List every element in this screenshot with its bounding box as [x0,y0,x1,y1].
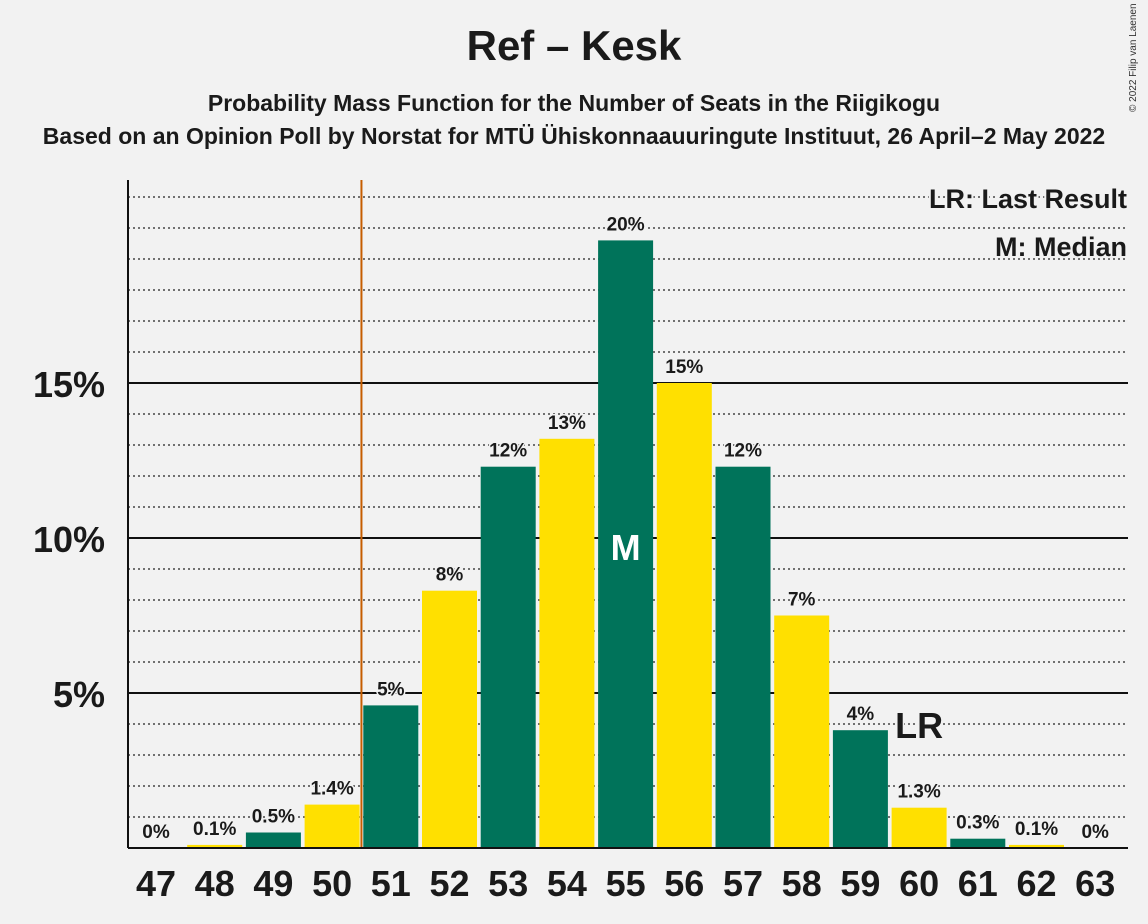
data-label: 8% [436,565,464,586]
data-label: 1.4% [310,779,353,800]
axis-layer: 5% 10% 15% 47 48 49 50 51 52 53 54 55 56 57 58 59 60 61 62… [33,180,1128,904]
x-tick-label: 58 [782,863,822,904]
bar-layer [187,240,1064,848]
x-tick-label: 52 [429,863,469,904]
data-label: 0.1% [1015,819,1058,840]
data-label: 1.3% [897,782,940,803]
bar-55 [598,240,654,848]
x-tick-label: 63 [1075,863,1115,904]
chart-title: Ref – Kesk [466,22,682,69]
data-label: 5% [377,679,405,700]
data-label: 12% [489,441,527,462]
data-label: 4% [847,704,875,725]
y-tick-label: 10% [33,519,105,560]
chart-source: Based on an Opinion Poll by Norstat for … [42,123,1106,149]
x-tick-label: 56 [664,863,704,904]
bar-59 [832,730,888,848]
x-tick-label: 47 [136,863,176,904]
data-label: 12% [724,441,762,462]
data-label: 13% [548,413,586,434]
x-tick-label: 62 [1016,863,1056,904]
bar-56 [656,383,712,848]
data-label: 0.5% [252,807,295,828]
data-label: 0% [1081,822,1109,843]
legend-entry: LR: Last Result [929,184,1127,214]
y-tick-label: 5% [53,674,105,715]
bar-58 [774,615,830,848]
bar-54 [539,438,595,848]
last-result-marker: LR [895,705,943,746]
bar-53 [480,466,536,848]
bar-60 [891,807,947,848]
bar-51 [363,705,419,848]
y-tick-label: 15% [33,364,105,405]
bar-48 [187,844,243,848]
median-marker: M [611,527,641,568]
bar-62 [1009,844,1064,848]
bar-49 [245,832,301,848]
bar-50 [304,804,360,848]
data-label: 20% [607,214,645,235]
x-tick-label: 54 [547,863,587,904]
data-label: 15% [665,357,703,378]
x-tick-label: 55 [606,863,646,904]
x-tick-label: 60 [899,863,939,904]
bar-61 [950,838,1006,848]
bar-52 [422,590,477,848]
x-tick-label: 48 [195,863,235,904]
x-tick-label: 57 [723,863,763,904]
chart-subtitle: Probability Mass Function for the Number… [207,90,941,116]
x-tick-label: 59 [840,863,880,904]
data-label: 0.3% [956,813,999,834]
x-tick-label: 49 [253,863,293,904]
x-tick-label: 50 [312,863,352,904]
data-label: 0.1% [193,819,236,840]
label-layer: 0% 0.1% 0.5% 1.4% 5% 8% 12% 13% 20% 15% 12% 7% 4% 1.3… [141,182,1129,845]
x-tick-label: 53 [488,863,528,904]
x-tick-label: 51 [371,863,411,904]
data-label: 0% [142,822,170,843]
bar-57 [715,466,771,848]
data-label: 7% [788,590,816,611]
x-tick-label: 61 [958,863,998,904]
legend-entry: M: Median [995,232,1127,262]
